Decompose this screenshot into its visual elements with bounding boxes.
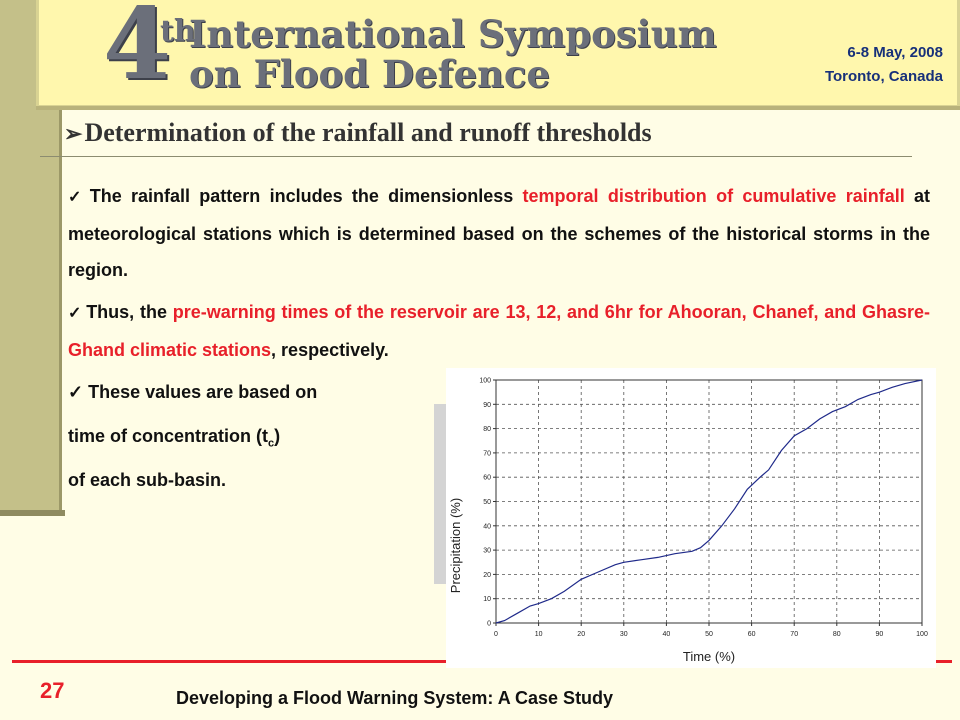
y-tick-label: 10	[483, 596, 491, 603]
left-accent-bar-shadow	[0, 510, 65, 516]
y-tick-label: 60	[483, 475, 491, 482]
short-line-2-after: )	[274, 426, 281, 446]
checkmark-icon: ✓	[68, 189, 86, 206]
bullet-paragraph-1: ✓ The rainfall pattern includes the dimen…	[68, 178, 930, 288]
x-tick-label: 0	[494, 631, 498, 638]
bullet-paragraph-3-line3: of each sub-basin.	[68, 470, 227, 490]
y-tick-label: 50	[483, 499, 491, 506]
event-date: 6-8 May, 2008	[847, 44, 943, 61]
x-axis-label: Time (%)	[683, 649, 735, 664]
footer-divider-left	[12, 660, 446, 663]
symposium-title-line1: International Symposium	[189, 12, 717, 56]
para2-text-2: , respectively.	[271, 340, 389, 360]
short-line-1: These values are based on	[88, 382, 318, 402]
slide-heading: ➢Determination of the rainfall and runof…	[64, 118, 652, 148]
y-tick-label: 40	[483, 523, 491, 530]
x-tick-label: 40	[663, 631, 671, 638]
event-place: Toronto, Canada	[824, 68, 943, 85]
precipitation-series-line	[495, 379, 923, 624]
precipitation-chart: 0 10 20 30 40 50 60 70 80 90 100 0 10 20 30 40 50 60 70 80 9…	[446, 368, 936, 668]
x-tick-label: 90	[876, 631, 884, 638]
y-tick-label: 20	[483, 572, 491, 579]
chart-series	[495, 379, 923, 624]
para1-highlight: temporal distribution of cumulative rain…	[522, 186, 905, 206]
checkmark-icon: ✓	[68, 305, 83, 322]
footer-divider-right	[936, 660, 952, 663]
short-line-2-before: time of concentration (t	[68, 426, 269, 446]
chart-axes	[493, 379, 923, 626]
y-tick-label: 100	[479, 378, 491, 385]
bullet-paragraph-3-line1: ✓ These values are based on	[68, 382, 317, 403]
para1-text-1: The rainfall pattern includes the dimens…	[89, 186, 523, 206]
x-tick-label: 10	[535, 631, 543, 638]
banner-shadow	[36, 106, 960, 110]
ordinal-suffix: th	[160, 14, 196, 49]
checkmark-icon: ✓	[68, 382, 84, 402]
slide-heading-text: Determination of the rainfall and runoff…	[84, 118, 652, 147]
symposium-title-line2: on Flood Defence	[189, 52, 550, 96]
y-axis-label: Precipitation (%)	[448, 498, 463, 593]
heading-divider	[40, 156, 912, 157]
short-line-2-sub: c	[268, 437, 275, 450]
x-tick-label: 70	[790, 631, 798, 638]
para1-text-2: at meteorological stations which is dete…	[68, 186, 931, 280]
bullet-paragraph-3-line2: time of concentration (tc)	[68, 426, 280, 450]
arrow-bullet-icon: ➢	[64, 121, 83, 146]
x-tick-label: 60	[748, 631, 756, 638]
chart-tick-labels: 0 10 20 30 40 50 60 70 80 90 100 0 10 20 30 40 50 60 70 80 9…	[479, 378, 928, 639]
chart-grid	[496, 380, 922, 623]
y-tick-label: 70	[483, 450, 491, 457]
ordinal-number: 4	[103, 0, 171, 102]
x-tick-label: 100	[916, 631, 928, 638]
y-tick-label: 90	[483, 402, 491, 409]
para2-text-1: Thus, the	[86, 302, 173, 322]
x-tick-label: 20	[577, 631, 585, 638]
x-tick-label: 80	[833, 631, 841, 638]
x-tick-label: 30	[620, 631, 628, 638]
y-tick-label: 30	[483, 548, 491, 555]
y-tick-label: 80	[483, 426, 491, 433]
y-tick-label: 0	[487, 621, 491, 628]
x-tick-label: 50	[705, 631, 713, 638]
footer-title: Developing a Flood Warning System: A Cas…	[176, 688, 614, 708]
plot-frame	[495, 379, 923, 624]
para2-highlight: pre-warning times of the reservoir are 1…	[68, 302, 931, 360]
symposium-banner: 4 th International Symposium on Flood De…	[36, 0, 960, 108]
page-number: 27	[40, 678, 65, 703]
bullet-paragraph-2: ✓ Thus, the pre-warning times of the rese…	[68, 294, 930, 368]
precipitation-chart-svg: 0 10 20 30 40 50 60 70 80 90 100 0 10 20 30 40 50 60 70 80 9…	[448, 378, 928, 665]
